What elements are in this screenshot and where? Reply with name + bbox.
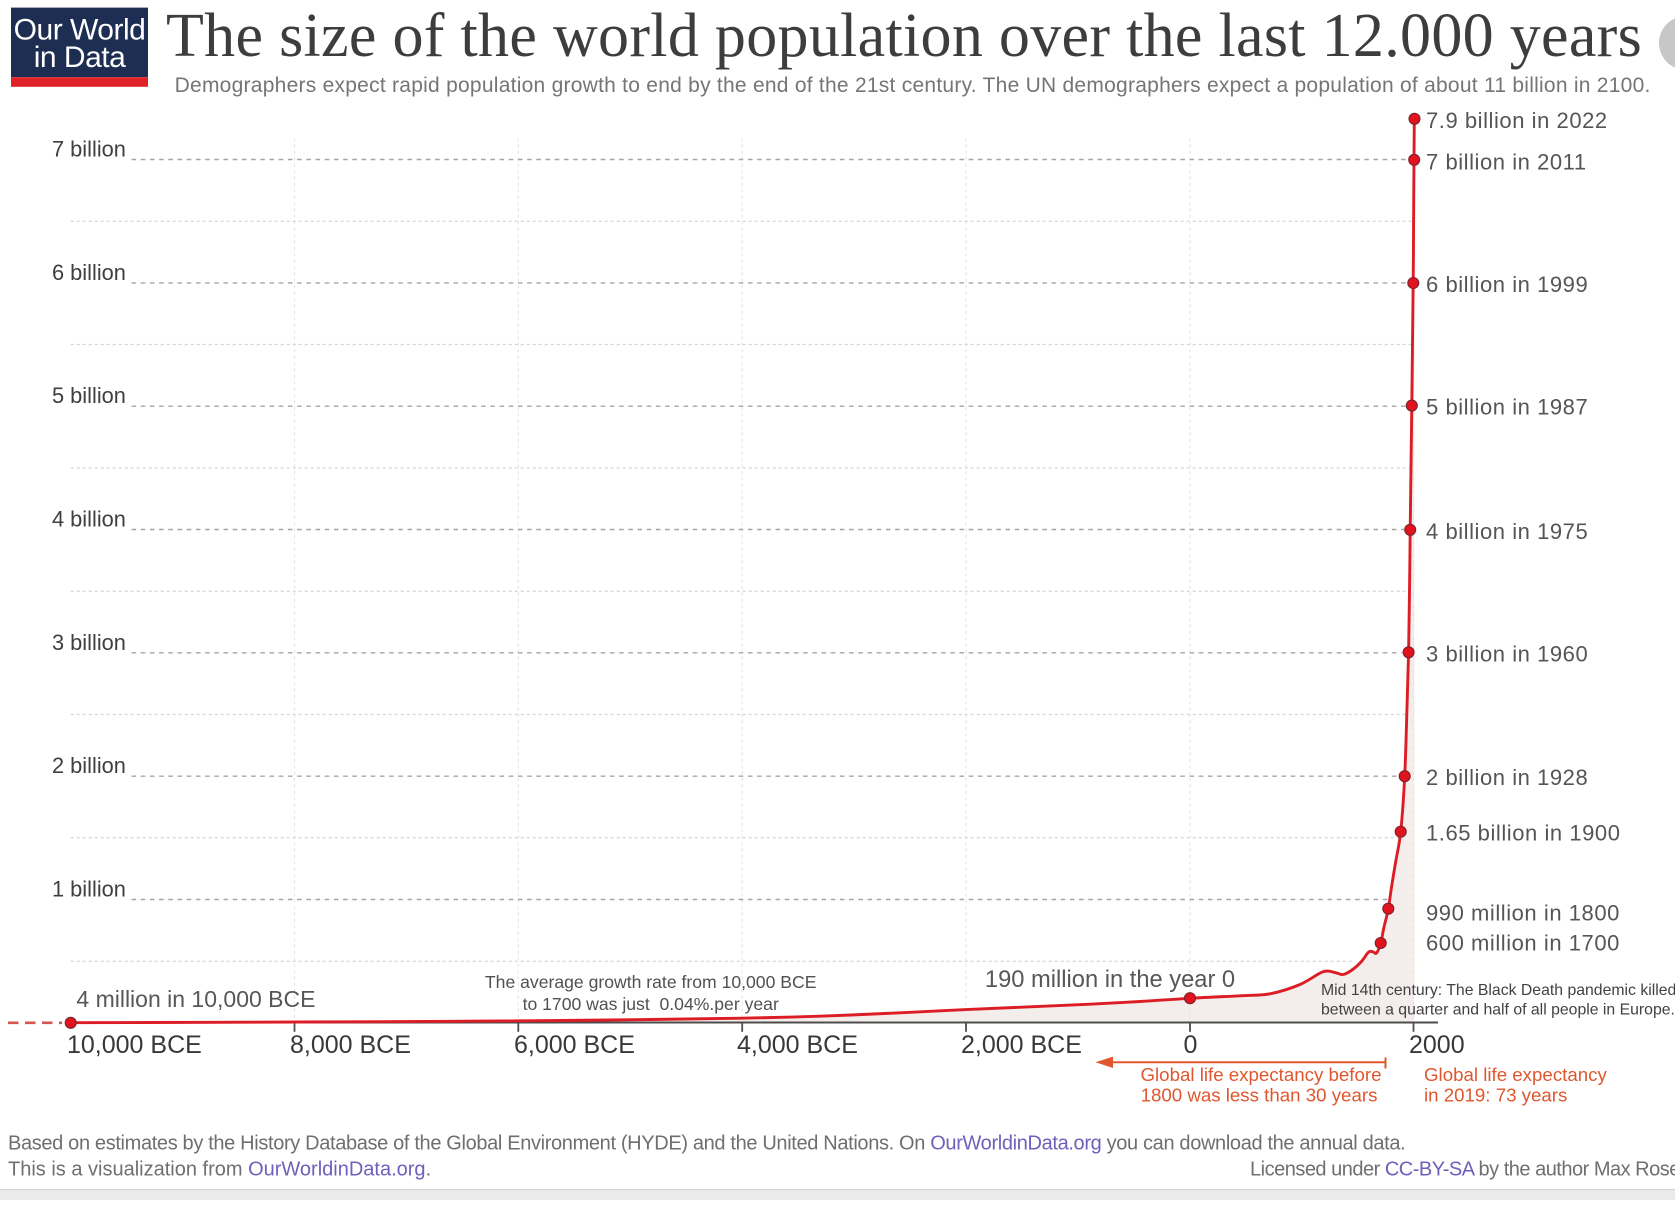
svg-text:Mid 14th century: The Black De: Mid 14th century: The Black Death pandem… [1321,982,1675,999]
svg-text:7 billion: 7 billion [52,137,126,162]
svg-text:4,000 BCE: 4,000 BCE [737,1031,858,1059]
svg-text:Based on estimates by the Hist: Based on estimates by the History Databa… [8,1133,1405,1155]
svg-text:to 1700 was just 0.04%.per ye: to 1700 was just 0.04%.per year [523,994,779,1014]
svg-text:This is a visualization from O: This is a visualization from OurWorldinD… [8,1158,431,1180]
svg-text:8,000 BCE: 8,000 BCE [290,1031,411,1059]
svg-text:1800 was less than 30 years: 1800 was less than 30 years [1141,1084,1378,1105]
svg-text:5 billion: 5 billion [52,383,126,408]
svg-text:3 billion in 1960: 3 billion in 1960 [1426,641,1588,666]
svg-text:190 million in the year 0: 190 million in the year 0 [985,967,1235,993]
svg-text:4 billion in 1975: 4 billion in 1975 [1426,519,1588,544]
svg-text:2,000 BCE: 2,000 BCE [961,1031,1082,1059]
svg-text:5 billion in 1987: 5 billion in 1987 [1426,395,1588,420]
svg-text:2 billion in 1928: 2 billion in 1928 [1426,765,1588,790]
svg-text:2000: 2000 [1409,1031,1465,1059]
svg-text:10,000 BCE: 10,000 BCE [67,1031,202,1059]
svg-text:The size of the world populati: The size of the world population over th… [166,2,1642,70]
svg-text:between a quarter and half of: between a quarter and half of all people… [1321,1002,1675,1019]
svg-text:6 billion in 1999: 6 billion in 1999 [1426,272,1588,297]
svg-text:6 billion: 6 billion [52,260,126,285]
svg-text:2 billion: 2 billion [52,753,126,778]
svg-text:4 billion: 4 billion [52,507,126,532]
svg-text:Our World: Our World [14,14,146,47]
svg-text:Global life expectancy: Global life expectancy [1424,1064,1607,1085]
svg-text:1 billion: 1 billion [52,877,126,902]
svg-text:in Data: in Data [34,41,126,74]
svg-text:1.65 billion in 1900: 1.65 billion in 1900 [1426,821,1620,846]
svg-text:Licensed under CC-BY-SA by the: Licensed under CC-BY-SA by the author Ma… [1250,1158,1675,1180]
svg-text:6,000 BCE: 6,000 BCE [514,1031,635,1059]
svg-text:7 billion in 2011: 7 billion in 2011 [1426,150,1587,175]
svg-text:The average growth rate from 1: The average growth rate from 10,000 BCE [485,972,817,992]
svg-text:0: 0 [1184,1031,1198,1059]
svg-text:Demographers expect rapid popu: Demographers expect rapid population gro… [175,74,1651,97]
svg-text:4 million in 10,000 BCE: 4 million in 10,000 BCE [76,986,315,1012]
svg-text:Global life expectancy before: Global life expectancy before [1140,1064,1381,1085]
svg-text:in 2019: 73 years: in 2019: 73 years [1424,1084,1567,1105]
svg-text:600 million in 1700: 600 million in 1700 [1426,930,1620,955]
svg-text:7.9 billion in 2022: 7.9 billion in 2022 [1426,108,1608,133]
svg-text:990 million in 1800: 990 million in 1800 [1426,900,1620,925]
svg-text:3 billion: 3 billion [52,630,126,655]
